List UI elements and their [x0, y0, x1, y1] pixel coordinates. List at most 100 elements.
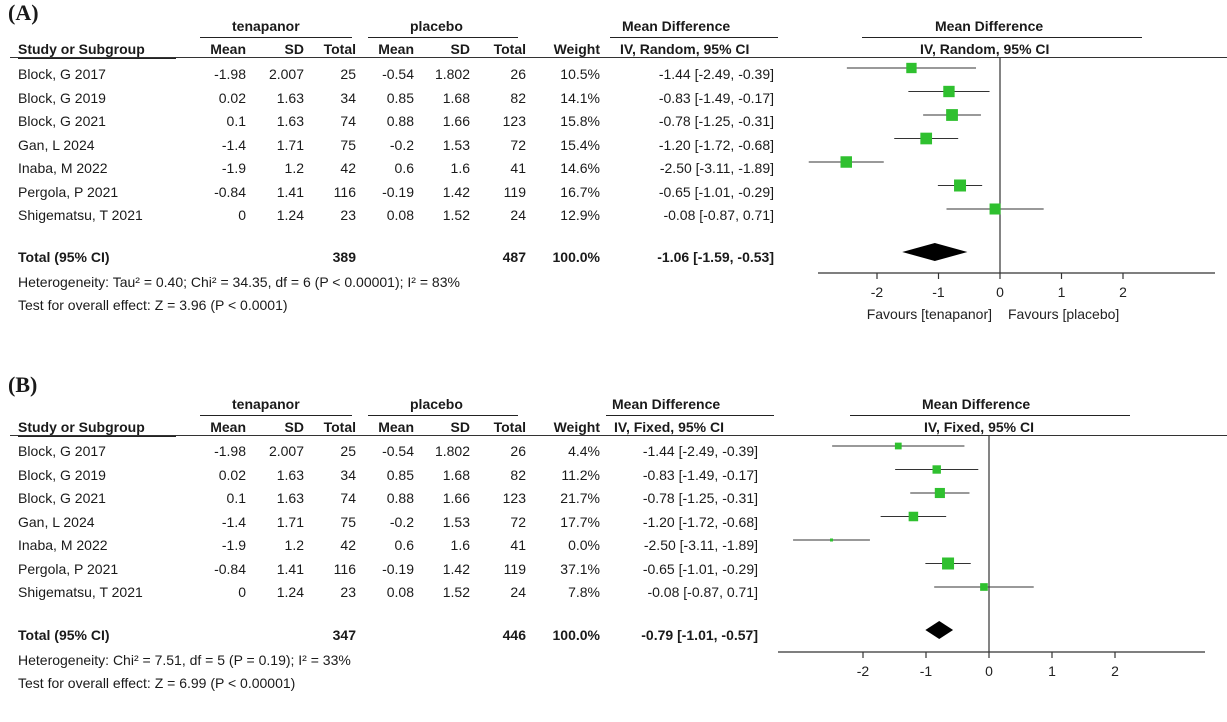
x-tick-label: 1	[1058, 284, 1066, 300]
total-label: Total (95% CI)	[18, 627, 110, 643]
mean-1-cell: -0.84	[214, 560, 246, 577]
col-header-ci-table: IV, Random, 95% CI	[620, 41, 750, 57]
weight-cell: 11.2%	[561, 466, 600, 483]
point-estimate	[908, 511, 919, 522]
total-n1: 347	[332, 627, 356, 643]
sd-2-cell: 1.66	[442, 113, 470, 129]
sd-2-cell: 1.802	[434, 66, 470, 82]
mean-2-cell: 0.88	[386, 113, 414, 129]
ci-cell: -1.20 [-1.72, -0.68]	[642, 513, 758, 530]
group-header-experimental: tenapanor	[232, 18, 300, 34]
total-1-cell: 75	[340, 513, 356, 530]
mean-2-cell: 0.85	[386, 466, 414, 483]
sd-2-cell: 1.66	[442, 490, 470, 506]
total-2-cell: 82	[510, 466, 526, 483]
total-ci: -1.06 [-1.59, -0.53]	[657, 249, 774, 265]
weight-cell: 37.1%	[560, 560, 600, 577]
effect-header-plot: Mean Difference	[922, 396, 1031, 412]
weight-cell: 14.6%	[560, 160, 600, 176]
weight-cell: 7.8%	[568, 584, 600, 600]
effect-underline-table	[610, 37, 778, 38]
col-header-mean-1: Mean	[210, 41, 246, 57]
study-name: Pergola, P 2021	[18, 560, 119, 577]
x-tick-label: 2	[1111, 663, 1119, 679]
header-rule	[10, 435, 1227, 436]
x-tick-label: 0	[996, 284, 1004, 300]
total-n2: 487	[502, 249, 526, 265]
total-1-cell: 25	[340, 443, 356, 459]
point-estimate	[934, 487, 945, 499]
study-name: Block, G 2021	[18, 113, 106, 129]
x-tick-label: -2	[857, 663, 870, 679]
weight-cell: 15.4%	[560, 136, 600, 153]
sd-1-cell: 1.41	[276, 560, 304, 577]
heterogeneity-text: Heterogeneity: Tau² = 0.40; Chi² = 34.35…	[18, 274, 460, 290]
mean-1-cell: 0	[238, 584, 246, 600]
point-estimate	[980, 583, 988, 591]
forest-plot-panel-a: (A) tenapanor placebo Mean Difference Me…	[0, 0, 1227, 350]
group-underline-control	[368, 415, 518, 416]
mean-2-cell: 0.08	[386, 207, 414, 223]
group-underline-control	[368, 37, 518, 38]
total-2-cell: 123	[502, 113, 526, 129]
mean-1-cell: -1.98	[214, 66, 246, 82]
point-estimate	[932, 465, 941, 474]
point-estimate	[946, 109, 958, 121]
col-underline-study	[18, 58, 176, 59]
group-underline-experimental	[200, 37, 352, 38]
effect-header-table: Mean Difference	[612, 396, 721, 412]
mean-2-cell: -0.19	[382, 183, 414, 200]
total-2-cell: 24	[510, 207, 526, 223]
point-estimate	[989, 203, 1001, 215]
sd-2-cell: 1.53	[442, 136, 470, 153]
ci-cell: -0.78 [-1.25, -0.31]	[658, 113, 774, 129]
x-tick-label: -1	[920, 663, 933, 679]
mean-2-cell: -0.19	[382, 560, 414, 577]
weight-cell: 10.5%	[560, 66, 600, 82]
x-tick-label: -1	[932, 284, 945, 300]
col-header-mean-1: Mean	[210, 419, 246, 435]
col-header-mean-2: Mean	[378, 419, 414, 435]
favours-right-label: Favours [placebo]	[1008, 306, 1119, 322]
col-header-sd-1: SD	[284, 41, 304, 57]
ci-cell: -2.50 [-3.11, -1.89]	[659, 160, 774, 176]
sd-1-cell: 1.63	[276, 113, 304, 129]
weight-cell: 16.7%	[560, 183, 600, 200]
point-estimate	[906, 62, 917, 74]
col-header-study: Study or Subgroup	[18, 41, 145, 57]
col-header-weight: Weight	[553, 419, 600, 435]
total-2-cell: 123	[502, 490, 526, 506]
mean-1-cell: 0.1	[226, 113, 246, 129]
study-name: Block, G 2017	[18, 443, 106, 459]
total-1-cell: 75	[340, 136, 356, 153]
sd-2-cell: 1.42	[442, 183, 470, 200]
total-2-cell: 72	[510, 136, 526, 153]
ci-cell: -1.20 [-1.72, -0.68]	[658, 136, 774, 153]
pooled-estimate-diamond	[925, 621, 954, 639]
study-name: Shigematsu, T 2021	[18, 584, 143, 600]
total-n1: 389	[332, 249, 356, 265]
col-underline-study	[18, 436, 176, 437]
weight-cell: 12.9%	[560, 207, 600, 223]
weight-cell: 14.1%	[560, 89, 600, 106]
sd-1-cell: 1.2	[284, 160, 304, 176]
x-tick-label: 0	[985, 663, 993, 679]
total-2-cell: 119	[503, 183, 526, 200]
total-1-cell: 34	[340, 89, 356, 106]
col-header-total-1: Total	[323, 419, 356, 435]
heterogeneity-text: Heterogeneity: Chi² = 7.51, df = 5 (P = …	[18, 652, 351, 668]
total-1-cell: 116	[333, 560, 356, 577]
sd-1-cell: 1.2	[284, 537, 304, 553]
sd-2-cell: 1.42	[442, 560, 470, 577]
study-name: Pergola, P 2021	[18, 183, 119, 200]
mean-2-cell: -0.2	[389, 136, 414, 153]
forest-plot-graphic: -2 -1 0 1 2 Favours [tenapanor] Favours [place…	[808, 58, 1215, 322]
point-estimate	[920, 132, 933, 145]
sd-2-cell: 1.53	[442, 513, 470, 530]
weight-cell: 15.8%	[560, 113, 600, 129]
ci-cell: -1.44 [-2.49, -0.39]	[642, 443, 758, 459]
total-2-cell: 41	[510, 537, 526, 553]
sd-1-cell: 1.63	[276, 89, 304, 106]
sd-2-cell: 1.68	[442, 466, 470, 483]
panel-label: (B)	[8, 372, 38, 397]
